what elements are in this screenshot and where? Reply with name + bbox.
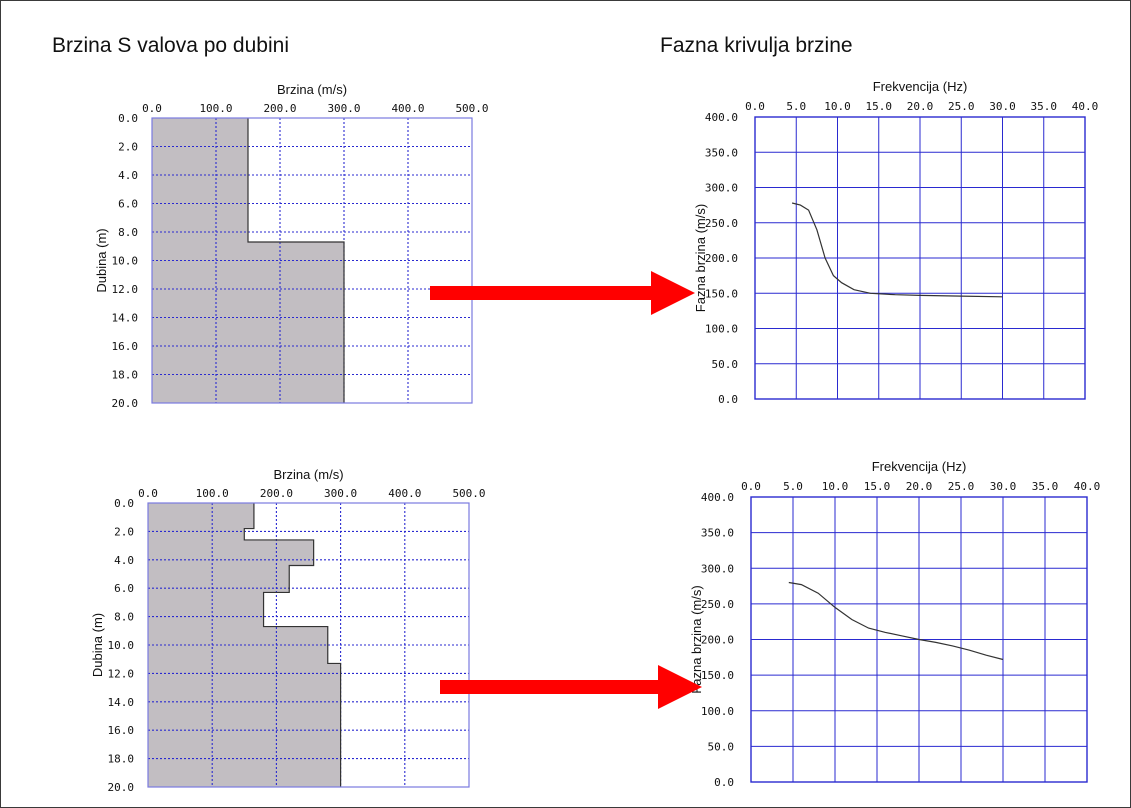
y-tick-label: 50.0 [712, 358, 739, 371]
y-tick-label: 20.0 [108, 781, 135, 794]
plot-border [750, 496, 1088, 783]
x-tick-label: 300.0 [327, 102, 360, 115]
x-tick-label: 500.0 [455, 102, 488, 115]
y-tick-label: 350.0 [705, 146, 738, 159]
plot-border [147, 502, 470, 788]
y-tick-label: 400.0 [705, 111, 738, 124]
y-tick-label: 8.0 [114, 611, 134, 624]
y-tick-label: 300.0 [705, 182, 738, 195]
y-tick-label: 300.0 [701, 562, 734, 575]
y-tick-label: 250.0 [701, 598, 734, 611]
y-tick-label: 250.0 [705, 217, 738, 230]
x-tick-label: 400.0 [391, 102, 424, 115]
x-tick-label: 15.0 [864, 480, 891, 493]
y-tick-label: 0.0 [718, 393, 738, 406]
x-tick-label: 300.0 [324, 487, 357, 500]
y-tick-label: 6.0 [114, 582, 134, 595]
y-tick-label: 16.0 [112, 340, 139, 353]
y-tick-label: 10.0 [108, 639, 135, 652]
x-tick-label: 15.0 [866, 100, 893, 113]
y-tick-label: 150.0 [705, 287, 738, 300]
y-tick-label: 200.0 [705, 252, 738, 265]
x-tick-label: 25.0 [948, 100, 975, 113]
arrow-bottom [440, 665, 702, 709]
x-tick-label: 0.0 [138, 487, 158, 500]
y-tick-label: 350.0 [701, 527, 734, 540]
y-tick-label: 10.0 [112, 255, 139, 268]
x-tick-label: 40.0 [1074, 480, 1101, 493]
x-axis-title: Brzina (m/s) [277, 82, 347, 97]
y-tick-label: 12.0 [112, 283, 139, 296]
y-tick-label: 16.0 [108, 724, 135, 737]
x-tick-label: 10.0 [822, 480, 849, 493]
y-axis-title: Dubina (m) [94, 228, 109, 292]
x-tick-label: 500.0 [452, 487, 485, 500]
bottom-right-chart [750, 496, 1088, 783]
y-tick-label: 2.0 [118, 141, 138, 154]
arrow-top [430, 271, 695, 315]
right-heading: Fazna krivulja brzine [660, 34, 853, 57]
y-tick-label: 4.0 [118, 169, 138, 182]
y-axis-title: Fazna brzina (m/s) [693, 204, 708, 312]
y-tick-label: 0.0 [114, 497, 134, 510]
y-tick-label: 4.0 [114, 554, 134, 567]
x-axis-title: Frekvencija (Hz) [873, 79, 968, 94]
y-tick-label: 2.0 [114, 525, 134, 538]
plot-border [754, 116, 1086, 400]
x-tick-label: 30.0 [990, 480, 1017, 493]
y-tick-label: 18.0 [108, 753, 135, 766]
y-tick-label: 8.0 [118, 226, 138, 239]
y-tick-label: 14.0 [108, 696, 135, 709]
x-tick-label: 5.0 [783, 480, 803, 493]
plot-border [151, 117, 473, 404]
x-tick-label: 35.0 [1031, 100, 1058, 113]
x-tick-label: 100.0 [199, 102, 232, 115]
y-tick-label: 0.0 [118, 112, 138, 125]
x-tick-label: 20.0 [906, 480, 933, 493]
y-tick-label: 0.0 [714, 776, 734, 789]
x-tick-label: 200.0 [260, 487, 293, 500]
y-axis-title: Fazna brzina (m/s) [689, 585, 704, 693]
y-tick-label: 150.0 [701, 669, 734, 682]
x-tick-label: 200.0 [263, 102, 296, 115]
x-axis-title: Frekvencija (Hz) [872, 459, 967, 474]
y-axis-title: Dubina (m) [90, 613, 105, 677]
x-tick-label: 5.0 [786, 100, 806, 113]
x-tick-label: 0.0 [142, 102, 162, 115]
top-right-chart [754, 116, 1086, 400]
dispersion-curve [791, 202, 1003, 298]
x-tick-label: 30.0 [989, 100, 1016, 113]
velocity-profile-line [247, 118, 345, 403]
x-tick-label: 0.0 [741, 480, 761, 493]
y-tick-label: 400.0 [701, 491, 734, 504]
y-tick-label: 50.0 [708, 740, 735, 753]
x-tick-label: 100.0 [196, 487, 229, 500]
x-tick-label: 10.0 [824, 100, 851, 113]
x-tick-label: 35.0 [1032, 480, 1059, 493]
x-tick-label: 20.0 [907, 100, 934, 113]
y-tick-label: 6.0 [118, 198, 138, 211]
bottom-left-chart [147, 502, 470, 788]
dispersion-curve [788, 581, 1004, 661]
y-tick-label: 18.0 [112, 369, 139, 382]
y-tick-label: 14.0 [112, 312, 139, 325]
y-tick-label: 100.0 [705, 323, 738, 336]
y-tick-label: 20.0 [112, 397, 139, 410]
x-tick-label: 400.0 [388, 487, 421, 500]
y-tick-label: 12.0 [108, 667, 135, 680]
x-tick-label: 0.0 [745, 100, 765, 113]
left-heading: Brzina S valova po dubini [52, 34, 289, 57]
y-tick-label: 200.0 [701, 634, 734, 647]
velocity-profile-line [243, 503, 342, 787]
x-tick-label: 40.0 [1072, 100, 1099, 113]
y-tick-label: 100.0 [701, 705, 734, 718]
top-left-chart [151, 117, 473, 404]
x-axis-title: Brzina (m/s) [273, 467, 343, 482]
x-tick-label: 25.0 [948, 480, 975, 493]
